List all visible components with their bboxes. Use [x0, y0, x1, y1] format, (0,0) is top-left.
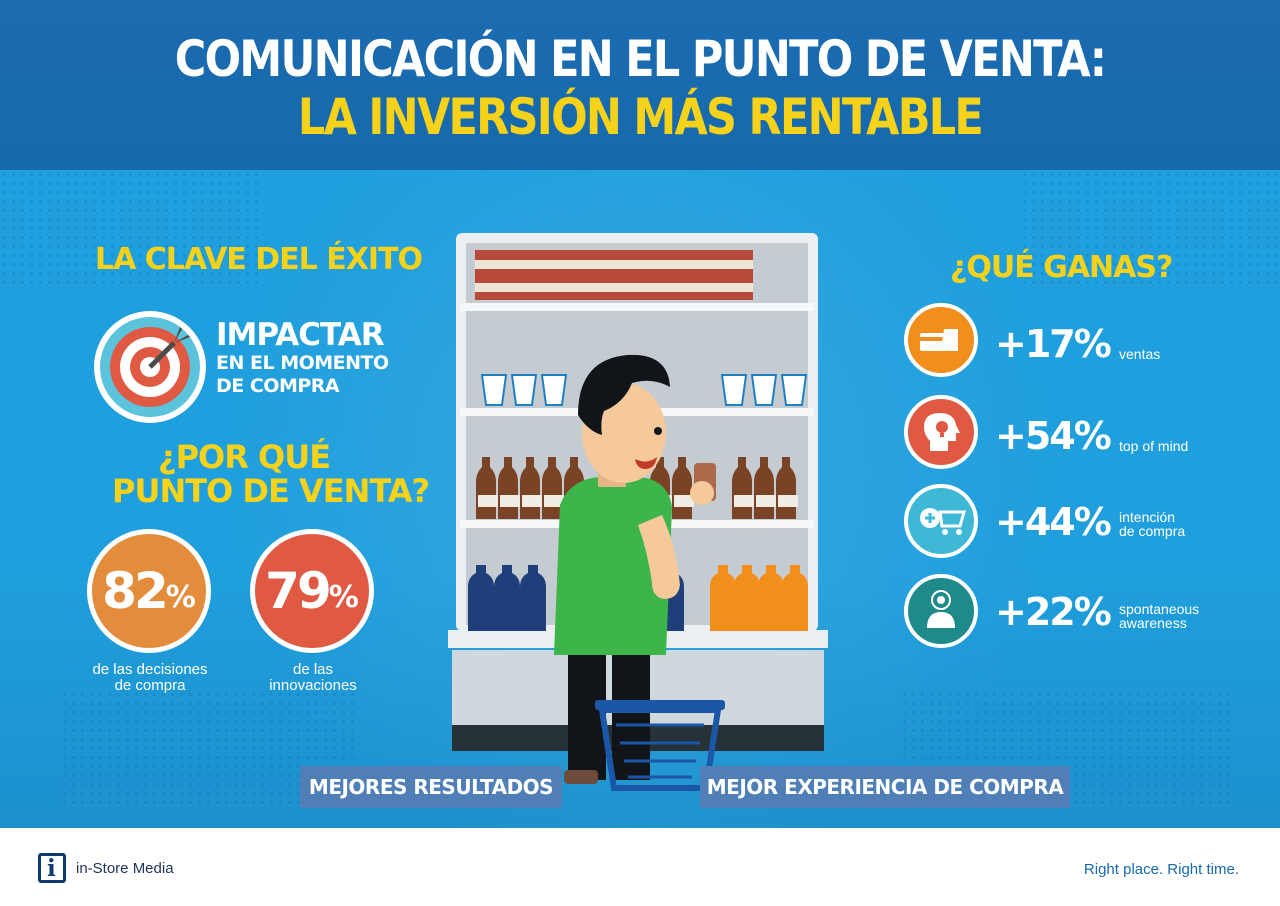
soda-bottles-row — [468, 565, 808, 631]
stat-caption-innovations: de las innovaciones — [233, 662, 393, 694]
shopper-figure — [554, 354, 725, 791]
stat-symbol: % — [328, 579, 359, 615]
caption-line-1: de las — [292, 661, 334, 678]
stat-label-line-1: top of mind — [1119, 438, 1189, 454]
caption-line-1: de las decisiones — [92, 661, 208, 678]
footer-slogan: Right place. Right time. — [1083, 861, 1239, 878]
gains-heading: ¿QUÉ GANAS? — [950, 250, 1173, 285]
stat-label-line-2: awareness — [1119, 615, 1187, 631]
stat-label-line-1: ventas — [1119, 346, 1161, 362]
stat-value: +54% — [995, 414, 1112, 458]
stat-label: intención de compra — [1119, 510, 1185, 538]
dot-pattern — [1020, 170, 1280, 290]
cups-row — [480, 374, 808, 406]
stat-value: +17% — [995, 322, 1112, 366]
stat-value: 82 — [102, 562, 169, 620]
stat-value: +44% — [995, 500, 1112, 544]
why-heading-line-1: ¿POR QUÉ — [158, 438, 331, 476]
stat-label-line-1: spontaneous — [1119, 601, 1200, 617]
stat-circle-decisions: 82 % — [87, 529, 211, 653]
caption-line-2: innovaciones — [269, 677, 357, 694]
instore-logo-icon: i — [38, 853, 66, 883]
impact-line-1: IMPACTAR — [216, 317, 385, 353]
add-to-cart-icon — [904, 484, 978, 558]
cans-row — [475, 250, 753, 300]
key-heading: LA CLAVE DEL ÉXITO — [95, 242, 423, 277]
stat-circle-innovations: 79 % — [250, 529, 374, 653]
stat-symbol: % — [165, 579, 196, 615]
shelf-shopper-illustration — [448, 233, 828, 791]
banner-results: MEJORES RESULTADOS — [300, 766, 562, 808]
main-panel: LA CLAVE DEL ÉXITO IMPACTAR EN EL MOMENT… — [0, 170, 1280, 828]
logo-letter: i — [47, 855, 56, 882]
caption-line-2: de compra — [114, 677, 186, 694]
stat-label-line-1: intención — [1119, 509, 1176, 525]
impact-line-2: EN EL MOMENTO — [216, 352, 389, 374]
stat-value: 79 — [265, 562, 332, 620]
stat-value: +22% — [995, 590, 1112, 634]
stat-label: ventas — [1119, 347, 1160, 361]
person-target-icon — [904, 574, 978, 648]
stat-caption-decisions: de las decisiones de compra — [70, 662, 230, 694]
stat-label: spontaneous awareness — [1119, 602, 1199, 630]
footer-brand: in-Store Media — [76, 860, 174, 877]
stat-label-line-2: de compra — [1119, 523, 1186, 539]
head-lightbulb-icon — [904, 395, 978, 469]
header-banner: COMUNICACIÓN EN EL PUNTO DE VENTA: LA IN… — [0, 0, 1280, 170]
impact-line-3: DE COMPRA — [216, 375, 340, 397]
target-icon — [94, 311, 206, 423]
banner-experience: MEJOR EXPERIENCIA DE COMPRA — [700, 766, 1070, 808]
stat-label: top of mind — [1119, 439, 1188, 453]
why-heading-line-2: PUNTO DE VENTA? — [112, 472, 430, 510]
dot-pattern — [0, 170, 260, 290]
card-payment-icon — [904, 303, 978, 377]
impact-text: IMPACTAR EN EL MOMENTO DE COMPRA — [216, 318, 389, 398]
title-line-2: LA INVERSIÓN MÁS RENTABLE — [297, 88, 984, 146]
title-line-1: COMUNICACIÓN EN EL PUNTO DE VENTA: — [174, 30, 1107, 88]
